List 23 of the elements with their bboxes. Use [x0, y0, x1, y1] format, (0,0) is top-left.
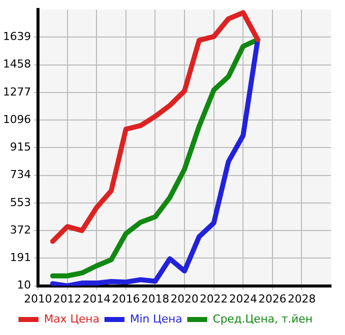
- x-tick-label: 2016: [112, 292, 140, 306]
- y-tick-label: 1458: [2, 58, 31, 71]
- x-tick-label: 2018: [141, 292, 170, 306]
- x-tick-label: 2028: [288, 292, 316, 306]
- x-tick-label: 2010: [24, 292, 52, 306]
- y-tick-label: 1277: [2, 85, 31, 98]
- y-tick-label: 372: [10, 223, 31, 236]
- y-tick-label: 10: [16, 278, 31, 292]
- x-tick-label: 2022: [200, 292, 228, 306]
- y-tick-label: 915: [10, 140, 31, 154]
- x-tick-label: 2024: [229, 292, 258, 306]
- y-tick-label: 553: [10, 196, 31, 209]
- y-tick-label: 191: [10, 251, 31, 264]
- legend-label: Min Цена: [130, 312, 182, 326]
- x-tick-label: 2026: [258, 292, 286, 306]
- y-tick-label: 1639: [2, 30, 31, 44]
- x-tick-label: 2012: [53, 292, 82, 306]
- x-tick-label: 2014: [82, 292, 111, 306]
- legend-label: Max Цена: [44, 312, 100, 326]
- y-tick-label: 734: [10, 168, 31, 182]
- legend-label: Сред.Цена, т.йен: [212, 312, 313, 326]
- x-tick-label: 2020: [170, 292, 198, 306]
- y-tick-label: 1096: [2, 112, 31, 126]
